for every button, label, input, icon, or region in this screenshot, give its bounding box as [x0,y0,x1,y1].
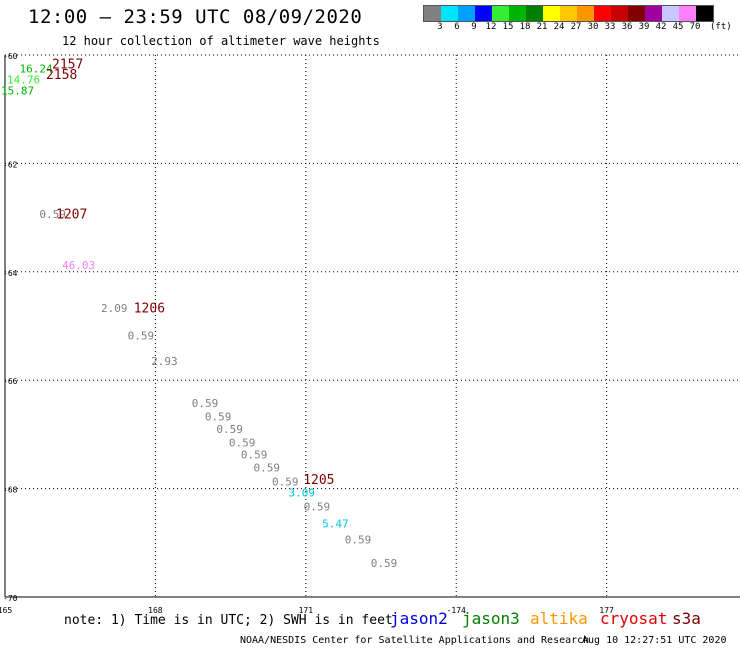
footer-credit: NOAA/NESDIS Center for Satellite Applica… [240,635,590,646]
x-tick-label: 168 [148,606,163,615]
satellite-altika: altika [530,609,588,628]
y-tick-label: -70 [3,594,18,603]
legend-label: 30 [587,22,599,32]
legend-label: 9 [471,22,477,32]
wave-height-point: 14.76 [7,73,40,86]
y-tick-label: -62 [3,160,18,169]
legend-label: 36 [621,22,633,32]
wave-height-point: 16.24 [20,63,53,76]
wave-height-point: 3.09 [289,486,316,499]
wave-height-point: 5.47 [322,517,349,530]
legend-swatch [458,6,475,21]
wave-height-point: 0.59 [216,423,243,436]
satellite-jason2: jason2 [390,609,448,628]
legend-swatch [645,6,662,21]
x-tick-label: 177 [599,606,614,615]
legend-swatch [679,6,696,21]
time-label: 1206 [134,302,165,317]
wave-height-point: 0.59 [229,437,256,450]
time-label: 1207 [56,207,87,222]
legend-swatch [560,6,577,21]
x-tick-label: -174 [447,606,466,615]
time-label: 1205 [303,473,334,488]
x-tick-label: 171 [299,606,314,615]
legend-swatch [526,6,543,21]
legend-swatch [611,6,628,21]
wave-height-point: 0.59 [241,449,268,462]
x-tick-label: 165 [0,606,12,615]
legend-label: 15 [502,22,514,32]
satellite-cryosat: cryosat [600,609,668,628]
legend-label: 45 [672,22,684,32]
wave-height-point: 15.87 [1,84,34,97]
legend-swatch [492,6,509,21]
legend-swatch [662,6,679,21]
footer-note: note: 1) Time is in UTC; 2) SWH is in fe… [64,613,393,628]
y-tick-label: -66 [3,377,18,386]
wave-height-point: 0.59 [272,476,299,489]
legend-label: 6 [454,22,460,32]
wave-height-point: 0.59 [39,208,66,221]
wave-height-point: 0.59 [205,411,232,424]
legend-swatch [577,6,594,21]
legend-label: 42 [655,22,667,32]
wave-height-point: 0.59 [253,462,280,475]
y-tick-label: -64 [3,269,18,278]
legend-label: 39 [638,22,650,32]
y-tick-label: -60 [3,52,18,61]
wave-height-point: 0.59 [345,534,372,547]
legend-label: 18 [519,22,531,32]
wave-height-point: 2.09 [101,302,128,315]
wave-height-point: 46.03 [62,259,95,272]
wave-height-point: 0.59 [371,557,398,570]
wave-height-point: 0.59 [128,329,155,342]
chart-subtitle: 12 hour collection of altimeter wave hei… [62,34,380,48]
legend-label: 12 [485,22,497,32]
time-label: 2158 [46,68,77,83]
satellite-s3a: s3a [672,609,701,628]
legend-swatch [543,6,560,21]
legend-label: 3 [437,22,443,32]
satellite-jason3: jason3 [462,609,520,628]
legend-swatch [594,6,611,21]
wave-height-point: 0.59 [304,501,331,514]
legend-swatch [424,6,441,21]
legend-swatch [628,6,645,21]
legend-label: 21 [536,22,548,32]
chart-title: 12:00 — 23:59 UTC 08/09/2020 [28,6,363,28]
time-label: 2157 [52,57,83,72]
legend-label: 70 [689,22,701,32]
legend-swatch [441,6,458,21]
footer-timestamp: Aug 10 12:27:51 UTC 2020 [582,635,727,646]
y-tick-label: -68 [3,486,18,495]
wave-height-point: 0.59 [192,397,219,410]
legend-swatch [696,6,713,21]
legend-label: 27 [570,22,582,32]
legend-swatch [475,6,492,21]
legend-unit: (ft) [710,22,732,32]
legend-label: 24 [553,22,565,32]
legend-label: 33 [604,22,616,32]
wave-height-point: 2.93 [151,355,178,368]
wave-height-color-legend [423,5,714,22]
legend-swatch [509,6,526,21]
